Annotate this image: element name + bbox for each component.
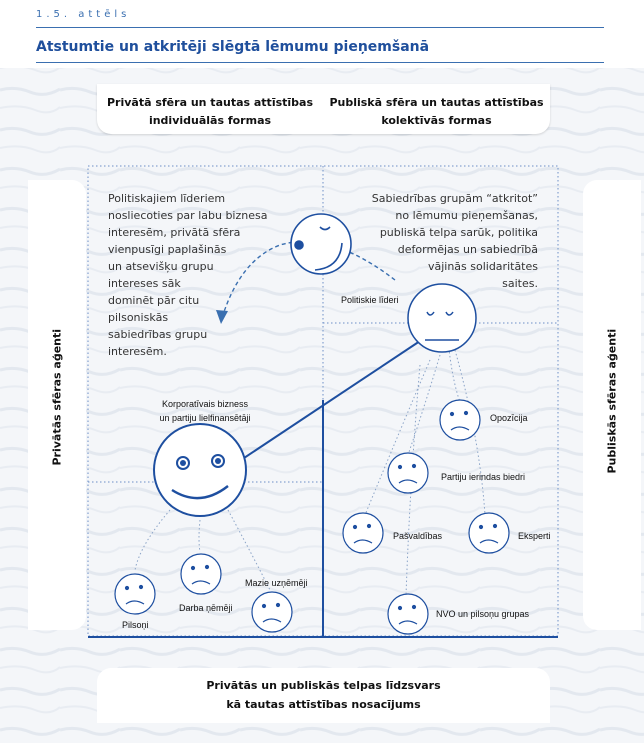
para-left-line: un atsevišķu grupu <box>108 260 214 273</box>
label-pilsoni: Pilsoņi <box>122 620 149 630</box>
para-right-line: deformējas un sabiedrībā <box>397 243 538 256</box>
sad-face-pasvaldibas <box>342 512 384 554</box>
sad-face-opozicija <box>439 399 481 441</box>
paragraph-left: Politiskajiem līderiem nosliecoties par … <box>108 190 278 360</box>
para-left-line: interesēm, privātā sfēra <box>108 226 241 239</box>
label-pasvaldibas: Pašvaldības <box>393 531 443 541</box>
header-right: Publiskā sfēra un tautas attīstības kole… <box>323 94 550 130</box>
connector-lines <box>134 339 486 597</box>
neutral-face-icon <box>407 283 477 353</box>
sad-face-pilsoni <box>114 573 156 615</box>
figure-label-rule <box>36 27 604 28</box>
sad-face-icon <box>114 399 510 635</box>
axis-lines <box>88 340 558 638</box>
label-darba-nemeji: Darba ņēmēji <box>179 603 233 613</box>
sad-face-darba-nemeji <box>180 553 222 595</box>
winking-face-icon <box>290 213 352 275</box>
para-right-line: no lēmumu pieņemšanas, <box>395 209 538 222</box>
figure-label: 1.5. attēls <box>36 9 131 20</box>
para-right-line: publiskā telpa sarūk, politika <box>379 226 538 239</box>
label-korporativais-line1: Korporatīvais bizness <box>161 399 249 409</box>
sad-face-partiju-biedri <box>387 452 429 494</box>
label-nvo: NVO un pilsoņu grupas <box>436 609 530 619</box>
bottom-line1: Privātās un publiskās telpas līdzsvars <box>206 679 441 692</box>
header-right-line2: kolektīvās formas <box>381 114 492 127</box>
side-box-left <box>28 180 86 630</box>
dashed-arrow-icon <box>216 240 396 324</box>
bottom-box <box>97 668 550 723</box>
page-title: Atstumtie un atkritēji slēgtā lēmumu pie… <box>36 39 430 55</box>
sad-face-mazie <box>251 591 293 633</box>
happy-face-icon <box>153 423 247 517</box>
header-left: Privātā sfēra un tautas attīstības indiv… <box>97 94 323 130</box>
label-opozicija: Opozīcija <box>490 413 528 423</box>
title-rule <box>36 62 604 63</box>
para-left-line: sabiedrības grupu <box>108 328 208 341</box>
para-right-line: saites. <box>502 277 538 290</box>
label-eksperti: Eksperti <box>518 531 551 541</box>
paragraph-right: Sabiedrības grupām “atkritot” no lēmumu … <box>345 190 538 292</box>
bottom-line2: kā tautas attīstības nosacījums <box>226 698 421 711</box>
para-left-line: vienpusīgi paplašinās <box>108 243 227 256</box>
para-left-line: nosliecoties par labu biznesa <box>108 209 268 222</box>
label-partiju-biedri: Partiju ierindas biedri <box>441 472 526 482</box>
header-left-line1: Privātā sfēra un tautas attīstības <box>106 96 314 109</box>
para-right-line: Sabiedrības grupām “atkritot” <box>371 192 538 205</box>
header-left-line2: individuālās formas <box>148 114 272 127</box>
para-left-line: Politiskajiem līderiem <box>108 192 226 205</box>
label-politiskie-lideri: Politiskie līderi <box>341 295 399 305</box>
para-right-line: vājinās solidaritātes <box>427 260 538 273</box>
para-left-line: pilsoniskās <box>108 311 169 324</box>
side-box-right <box>583 180 641 630</box>
label-mazie: Mazie uzņēmēji <box>245 578 308 588</box>
header-box <box>97 84 550 134</box>
para-left-line: dominēt pār citu <box>108 294 200 307</box>
label-korporativais-line2: un partiju lielfinansētāji <box>159 413 251 423</box>
sad-face-nvo <box>387 593 429 635</box>
label-korporativais: Korporatīvais bizness un partiju lielfin… <box>150 397 260 425</box>
sad-face-eksperti <box>468 512 510 554</box>
para-left-line: interesēm. <box>108 345 167 358</box>
bottom-text: Privātās un publiskās telpas līdzsvars k… <box>97 676 550 714</box>
header-right-line1: Publiskā sfēra un tautas attīstības <box>329 96 544 109</box>
para-left-line: intereses sāk <box>108 277 181 290</box>
